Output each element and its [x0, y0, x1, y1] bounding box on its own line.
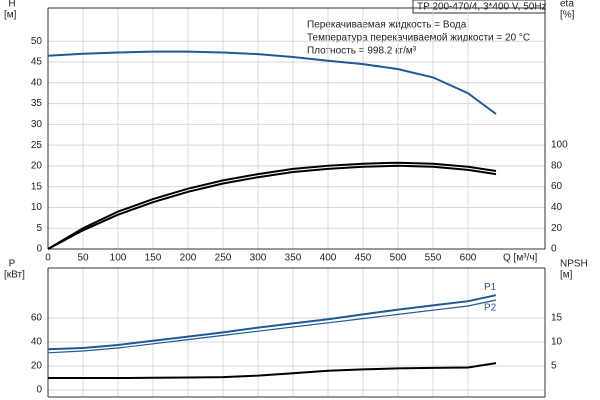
x-tick-label: 600: [460, 253, 477, 264]
x-tick-label: 350: [285, 253, 302, 264]
x-tick-label: 200: [180, 253, 197, 264]
y-tick-label: 25: [31, 140, 43, 151]
curve: [47, 164, 497, 250]
curve: [47, 50, 497, 115]
x-tick-label: 550: [425, 253, 442, 264]
y-tick-label: 0: [36, 244, 42, 255]
y-axis-label: H: [8, 0, 15, 10]
x-tick-label: 150: [145, 253, 162, 264]
y-tick-label: 60: [31, 313, 43, 324]
series-label: P2: [484, 303, 497, 314]
curve: [47, 294, 497, 351]
y-tick-label: 20: [31, 361, 43, 372]
x-tick-label: 0: [45, 253, 51, 264]
y2-tick-label: 80: [551, 160, 563, 171]
y2-tick-label: 15: [551, 313, 563, 324]
y2-tick-label: 100: [551, 140, 568, 151]
y2-tick-label: 10: [551, 337, 563, 348]
y-tick-label: 40: [31, 337, 43, 348]
x-tick-label: 100: [110, 253, 127, 264]
y2-tick-label: 60: [551, 181, 563, 192]
x-tick-label: 50: [77, 253, 89, 264]
y-axis-label: [м]: [4, 10, 17, 21]
y-tick-label: 40: [31, 77, 43, 88]
x-tick-label: 300: [250, 253, 267, 264]
y2-tick-label: 0: [551, 244, 557, 255]
y-tick-label: 10: [31, 202, 43, 213]
y-axis-label: P: [9, 259, 16, 270]
annotation: Температура перекачиваемой жидкости = 20…: [307, 33, 530, 44]
curve: [47, 161, 497, 250]
x-tick-label: 250: [215, 253, 232, 264]
annotation: Плотность = 998.2 кг/м³: [307, 46, 417, 57]
y-tick-label: 15: [31, 181, 43, 192]
y2-tick-label: 5: [551, 361, 557, 372]
y-tick-label: 0: [36, 385, 42, 396]
y-tick-label: 50: [31, 36, 43, 47]
y-tick-label: 30: [31, 119, 43, 130]
x-tick-label: 500: [390, 253, 407, 264]
series-label: P1: [484, 282, 497, 293]
annotation: Перекачиваемая жидкость = Вода: [307, 20, 467, 31]
y2-axis-label: eta: [560, 0, 574, 10]
curve: [47, 299, 497, 354]
x-tick-label: 400: [320, 253, 337, 264]
y-tick-label: 35: [31, 98, 43, 109]
y2-tick-label: 20: [551, 223, 563, 234]
y-axis-label: [кВт]: [4, 270, 25, 281]
y2-axis-label: [%]: [560, 10, 575, 21]
y-tick-label: 45: [31, 57, 43, 68]
title-box: [412, 0, 546, 14]
title: TP 200-470/4, 3*400 V, 50Hz: [417, 2, 547, 13]
y-tick-label: 5: [36, 223, 42, 234]
x-axis-label: Q [м³/ч]: [503, 253, 538, 264]
curve: [48, 362, 497, 379]
y2-tick-label: 40: [551, 202, 563, 213]
y-tick-label: 20: [31, 161, 43, 172]
y2-axis-label: NPSH: [560, 259, 588, 270]
y2-axis-label: [м]: [560, 270, 573, 281]
x-tick-label: 450: [355, 253, 372, 264]
